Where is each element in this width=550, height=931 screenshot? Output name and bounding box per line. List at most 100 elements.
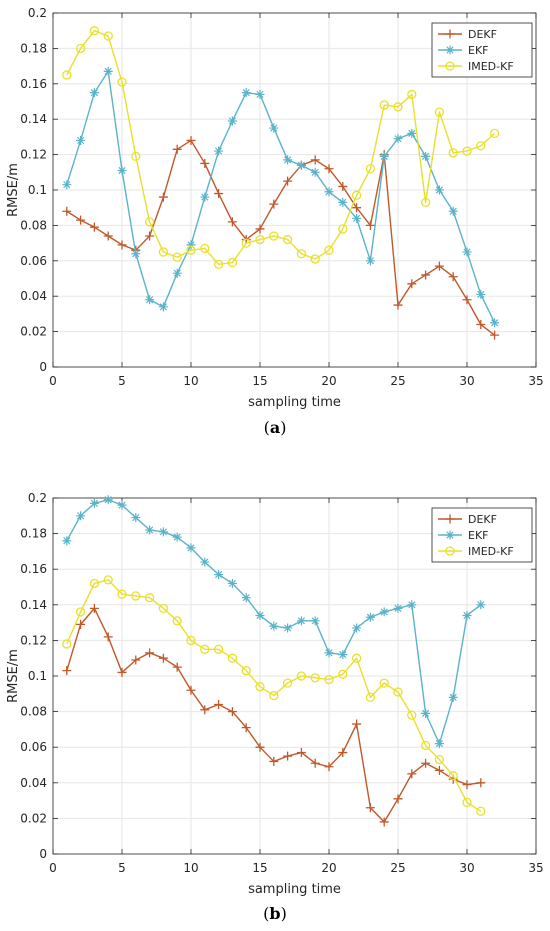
data-point — [324, 187, 334, 197]
y-tick-label: 0.12 — [20, 148, 47, 162]
data-point — [310, 167, 320, 177]
data-point — [158, 247, 169, 257]
data-point — [365, 612, 375, 622]
series-ekf — [62, 495, 486, 749]
data-point — [283, 155, 293, 165]
series-dekf — [62, 135, 500, 340]
data-point — [255, 742, 265, 752]
legend-label: IMED-KF — [468, 545, 514, 558]
y-tick-label: 0.14 — [20, 598, 47, 612]
data-point — [172, 268, 182, 278]
data-point — [269, 123, 279, 133]
data-point — [462, 295, 472, 305]
y-axis-label: RMSE/m — [6, 163, 21, 217]
x-tick-label: 0 — [49, 861, 57, 875]
data-point — [476, 806, 486, 816]
data-point — [214, 189, 224, 199]
legend-label: DEKF — [468, 28, 497, 41]
data-point — [490, 318, 500, 328]
data-point — [241, 593, 251, 603]
data-point — [214, 570, 224, 580]
data-point — [352, 203, 362, 213]
data-point — [365, 692, 376, 703]
data-point — [158, 192, 168, 202]
legend-entry-imed-kf: IMED-KF — [438, 60, 514, 73]
data-point — [379, 607, 389, 617]
data-point — [462, 610, 472, 620]
data-point — [131, 249, 141, 259]
legend-entry-ekf: EKF — [438, 44, 489, 57]
data-point — [476, 289, 486, 299]
data-point — [117, 667, 127, 677]
data-point — [365, 803, 375, 813]
data-point — [213, 644, 224, 654]
data-point — [200, 557, 210, 567]
data-point — [338, 669, 348, 679]
data-point — [365, 164, 376, 174]
data-point — [103, 31, 113, 41]
data-point — [282, 678, 293, 688]
data-point — [269, 756, 279, 766]
data-point — [117, 77, 127, 87]
data-point — [186, 245, 196, 255]
data-point — [227, 578, 237, 588]
data-point — [434, 185, 444, 195]
data-point — [227, 116, 237, 126]
panel-label: (b) — [263, 904, 287, 923]
y-tick-label: 0.02 — [20, 325, 47, 339]
data-point — [338, 197, 348, 207]
data-point — [379, 678, 389, 688]
data-point — [324, 164, 334, 174]
data-point — [145, 231, 155, 241]
data-point — [379, 151, 389, 161]
data-point — [489, 128, 500, 139]
data-point — [296, 616, 306, 626]
data-point — [393, 687, 403, 697]
data-point — [89, 578, 100, 589]
data-point — [448, 272, 458, 282]
data-point — [462, 797, 472, 808]
data-point — [462, 247, 472, 257]
data-point — [131, 151, 141, 162]
series-ekf — [62, 66, 500, 328]
x-tick-label: 35 — [528, 374, 543, 388]
data-point — [421, 270, 431, 280]
legend-marker — [445, 546, 455, 556]
y-tick-label: 0.12 — [20, 633, 47, 647]
data-point — [434, 765, 444, 775]
data-point — [338, 181, 348, 191]
data-point — [351, 653, 362, 663]
data-point — [269, 621, 279, 631]
data-point — [172, 662, 182, 672]
data-point — [103, 231, 113, 241]
data-point — [117, 500, 127, 510]
data-point — [448, 148, 458, 158]
data-point — [324, 245, 334, 255]
data-point — [158, 653, 168, 663]
legend-marker — [445, 61, 455, 71]
x-tick-label: 30 — [459, 861, 474, 875]
data-point — [269, 199, 279, 209]
data-point — [131, 513, 141, 523]
data-point — [227, 707, 237, 717]
data-point — [117, 240, 127, 250]
data-point — [310, 616, 320, 626]
y-tick-label: 0.1 — [28, 183, 47, 197]
x-tick-label: 20 — [321, 861, 336, 875]
data-point — [103, 632, 113, 642]
data-point — [76, 511, 86, 521]
legend-entry-imed-kf: IMED-KF — [438, 545, 514, 558]
data-point — [296, 249, 307, 259]
data-point — [62, 206, 72, 216]
x-tick-label: 5 — [118, 861, 126, 875]
x-tick-label: 15 — [252, 374, 267, 388]
data-point — [200, 644, 210, 654]
data-point — [407, 279, 417, 289]
data-point — [89, 498, 99, 508]
data-point — [324, 648, 334, 658]
data-point — [172, 616, 182, 626]
data-point — [351, 190, 362, 200]
data-point — [172, 252, 182, 262]
x-tick-label: 25 — [390, 374, 405, 388]
data-point — [117, 166, 127, 176]
